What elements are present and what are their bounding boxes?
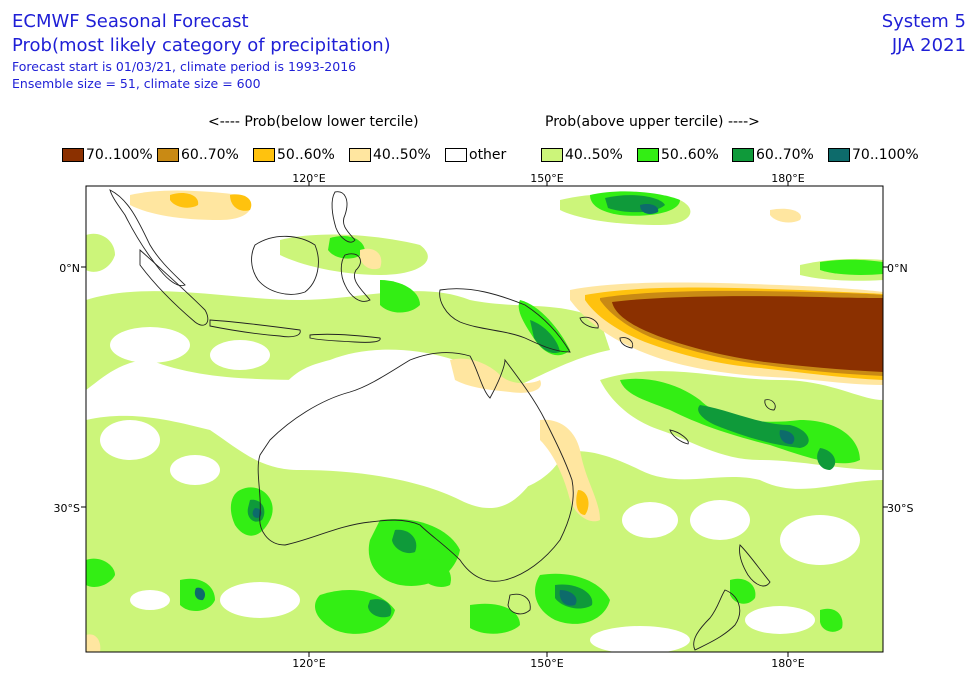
lon-label-bottom-150e: 150°E	[530, 657, 563, 670]
below-70-100-regions	[612, 296, 883, 372]
legend-swatch	[62, 148, 84, 162]
legend-item-below-40-50: 40..50%	[349, 145, 431, 165]
legend-swatch	[253, 148, 275, 162]
map-subtitle: Prob(most likely category of precipitati…	[12, 35, 391, 56]
tick-marks	[81, 181, 888, 657]
legend-item-above-50-60: 50..60%	[637, 145, 719, 165]
above-70-100-regions	[194, 203, 795, 606]
lon-label-top-180e: 180°E	[771, 172, 804, 185]
legend-label: 60..70%	[756, 147, 814, 163]
lat-label-right-30s: 30°S	[887, 502, 913, 515]
map-frame	[85, 185, 884, 653]
title-block: ECMWF Seasonal Forecast Prob(most likely…	[12, 10, 391, 92]
legend-swatch	[637, 148, 659, 162]
legend: 70..100% 60..70% 50..60% 40..50% other 4…	[0, 145, 980, 165]
legend-swatch	[541, 148, 563, 162]
lon-label-top-120e: 120°E	[292, 172, 325, 185]
ensemble-size-text: Ensemble size = 51, climate size = 600	[12, 76, 261, 91]
legend-item-other: other	[445, 145, 506, 165]
legend-label: 40..50%	[373, 147, 431, 163]
probability-field	[86, 186, 883, 652]
lon-label-bottom-120e: 120°E	[292, 657, 325, 670]
legend-label: 50..60%	[277, 147, 335, 163]
legend-label: other	[469, 147, 507, 163]
lon-label-bottom-180e: 180°E	[771, 657, 804, 670]
coastlines	[109, 189, 776, 651]
system-block: System 5 JJA 2021	[882, 10, 966, 58]
lat-label-right-0n: 0°N	[887, 262, 908, 275]
forecast-start-text: Forecast start is 01/03/21, climate peri…	[12, 59, 357, 74]
lat-label-left-0n: 0°N	[59, 262, 80, 275]
legend-below-heading: <---- Prob(below lower tercile)	[208, 114, 419, 130]
legend-item-above-60-70: 60..70%	[732, 145, 814, 165]
legend-label: 70..100%	[86, 147, 153, 163]
legend-swatch	[157, 148, 179, 162]
lon-label-top-150e: 150°E	[530, 172, 563, 185]
legend-swatch	[445, 148, 467, 162]
legend-above-heading: Prob(above upper tercile) ---->	[545, 114, 760, 130]
legend-label: 40..50%	[565, 147, 623, 163]
lat-label-left-30s: 30°S	[54, 502, 80, 515]
legend-swatch	[732, 148, 754, 162]
map-title: ECMWF Seasonal Forecast	[12, 11, 249, 32]
season-label: JJA 2021	[891, 35, 966, 56]
legend-swatch	[349, 148, 371, 162]
system-label: System 5	[881, 11, 966, 32]
legend-swatch	[828, 148, 850, 162]
legend-item-above-70-100: 70..100%	[828, 145, 919, 165]
legend-item-below-60-70: 60..70%	[157, 145, 239, 165]
legend-item-below-50-60: 50..60%	[253, 145, 335, 165]
legend-label: 70..100%	[852, 147, 919, 163]
legend-item-below-70-100: 70..100%	[62, 145, 153, 165]
legend-label: 60..70%	[181, 147, 239, 163]
legend-label: 50..60%	[661, 147, 719, 163]
legend-item-above-40-50: 40..50%	[541, 145, 623, 165]
